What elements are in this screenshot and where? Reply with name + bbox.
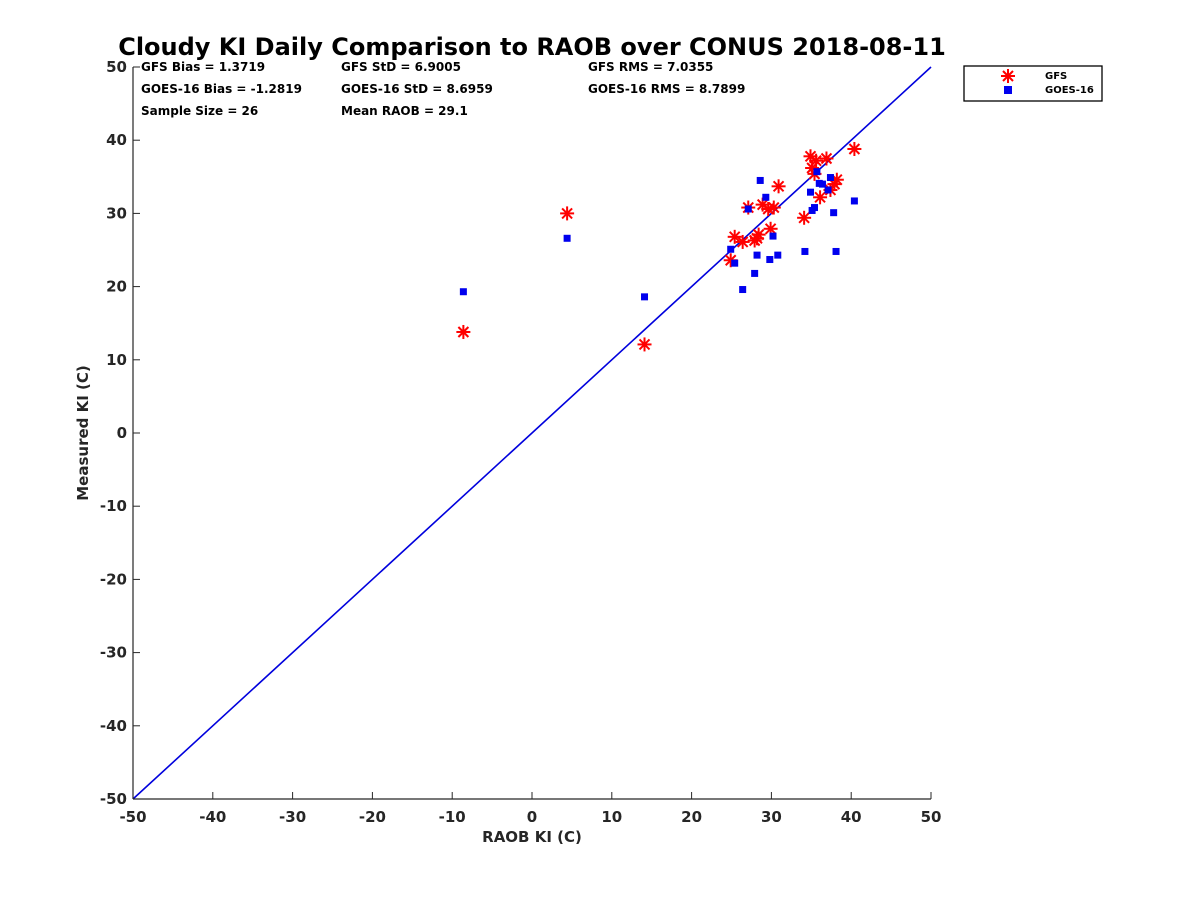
stat-goes-std: GOES-16 StD = 8.6959 [341,82,493,96]
y-tick-label: 40 [106,131,127,149]
y-tick-label: -40 [100,717,127,735]
y-tick-label: 10 [106,351,127,369]
y-tick-label: 50 [106,58,127,76]
x-tick-label: 10 [601,808,622,826]
stat-mean-raob: Mean RAOB = 29.1 [341,104,468,118]
gfs-point [560,206,575,221]
gfs-point [766,200,781,215]
chart-title: Cloudy KI Daily Comparison to RAOB over … [118,33,946,61]
legend-box [963,65,1103,102]
goes16-point [459,288,467,296]
gfs-point [809,153,824,168]
x-tick-label: 20 [681,808,702,826]
y-tick-label: -30 [100,644,127,662]
y-tick-label: 30 [106,204,127,222]
y-axis-label: Measured KI (C) [74,365,92,501]
stat-gfs-bias: GFS Bias = 1.3719 [141,60,265,74]
stat-goes-bias: GOES-16 Bias = -1.2819 [141,82,302,96]
goes16-point [850,197,858,205]
x-tick-label: -10 [439,808,466,826]
x-axis-ticks: -50 -40 -30 -20 -10 0 10 20 30 40 50 [119,792,941,826]
goes16-point [563,234,571,242]
gfs-point [813,190,828,205]
legend-goes16-marker [1004,86,1012,94]
legend-gfs-label: GFS [1045,71,1067,82]
goes16-series [459,168,858,301]
y-tick-label: 0 [117,424,127,442]
gfs-point [727,229,742,244]
reference-line-layer [132,66,932,800]
stat-goes-rms: GOES-16 RMS = 8.7899 [588,82,745,96]
gfs-point [819,151,834,166]
stat-gfs-std: GFS StD = 6.9005 [341,60,461,74]
goes16-point [832,247,840,255]
gfs-series [456,141,862,352]
goes16-point [727,245,735,253]
stat-sample-size: Sample Size = 26 [141,104,258,118]
goes16-point [756,176,764,184]
x-tick-label: 0 [527,808,537,826]
x-tick-label: 40 [841,808,862,826]
goes16-point [824,186,832,194]
goes16-point [753,251,761,259]
goes16-point [762,193,770,201]
goes16-point [769,232,777,240]
y-tick-label: 20 [106,278,127,296]
legend-goes16-label: GOES-16 [1045,85,1094,96]
y-tick-label: -10 [100,497,127,515]
goes16-point [751,269,759,277]
x-tick-label: -30 [279,808,306,826]
x-tick-label: -40 [199,808,226,826]
gfs-point [771,179,786,194]
goes16-point [744,205,752,213]
x-tick-label: -20 [359,808,386,826]
goes16-point [739,286,747,294]
legend: GFS GOES-16 [963,65,1103,102]
x-tick-label: -50 [119,808,146,826]
goes16-point [731,259,739,267]
goes16-point [810,204,818,212]
goes16-point [801,247,809,255]
gfs-point [751,227,766,242]
goes16-point [807,188,815,196]
gfs-point [456,324,471,339]
goes16-point [766,256,774,264]
goes16-point [826,174,834,182]
goes16-point [818,180,826,188]
y-tick-label: -20 [100,570,127,588]
x-tick-label: 50 [921,808,942,826]
legend-gfs-marker [1001,69,1015,83]
goes16-point [830,209,838,217]
goes16-point [774,251,782,259]
gfs-point [797,210,812,225]
gfs-point [637,337,652,352]
gfs-point [847,141,862,156]
goes16-point [813,168,821,176]
gfs-point [763,221,778,236]
y-tick-label: -50 [100,790,127,808]
y-axis-ticks: -50 -40 -30 -20 -10 0 10 20 30 40 50 [100,58,140,808]
goes16-point [641,293,649,301]
one-to-one-line [132,66,932,800]
stats-block: GFS Bias = 1.3719 GFS StD = 6.9005 GFS R… [141,60,745,118]
x-tick-label: 30 [761,808,782,826]
x-axis-label: RAOB KI (C) [482,828,582,846]
stat-gfs-rms: GFS RMS = 7.0355 [588,60,713,74]
gfs-point [735,234,750,249]
